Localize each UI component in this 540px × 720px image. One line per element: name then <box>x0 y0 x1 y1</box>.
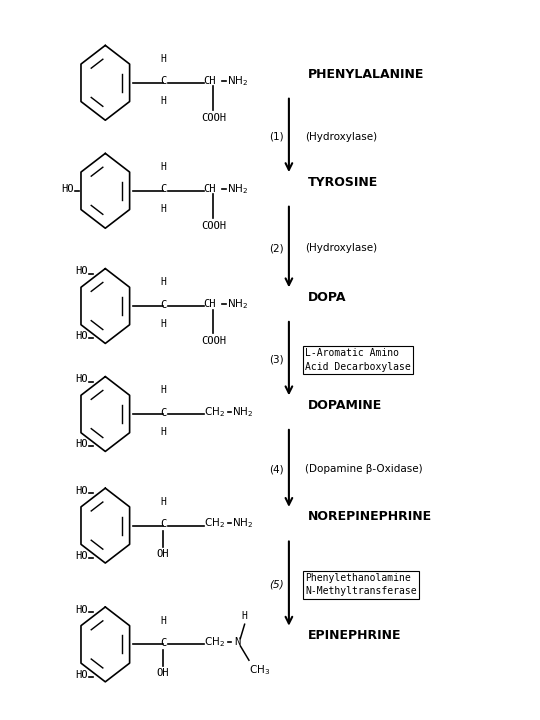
Text: HO: HO <box>75 266 87 276</box>
Text: (Hydroxylase): (Hydroxylase) <box>305 132 377 142</box>
Text: C: C <box>160 184 166 194</box>
Text: CH: CH <box>204 184 216 194</box>
Text: H: H <box>160 277 166 287</box>
Text: H: H <box>160 54 166 64</box>
Text: NH$_2$: NH$_2$ <box>232 516 253 531</box>
Text: H: H <box>160 427 166 437</box>
Text: DOPAMINE: DOPAMINE <box>308 399 382 412</box>
Text: (1): (1) <box>269 132 284 142</box>
Text: HO: HO <box>61 184 73 194</box>
Text: NH$_2$: NH$_2$ <box>227 297 248 311</box>
Text: H: H <box>160 385 166 395</box>
Text: HO: HO <box>75 486 87 496</box>
Text: OH: OH <box>157 668 170 678</box>
Text: HO: HO <box>75 331 87 341</box>
Text: HO: HO <box>75 605 87 615</box>
Text: NH$_2$: NH$_2$ <box>232 405 253 419</box>
Text: HO: HO <box>75 670 87 680</box>
Text: (Hydroxylase): (Hydroxylase) <box>305 243 377 253</box>
Text: (Dopamine β-Oxidase): (Dopamine β-Oxidase) <box>305 464 423 474</box>
Text: COOH: COOH <box>201 221 226 231</box>
Text: H: H <box>160 497 166 507</box>
Text: H: H <box>160 319 166 329</box>
Text: H: H <box>160 96 166 106</box>
Text: (5): (5) <box>269 580 284 590</box>
Text: OH: OH <box>157 549 170 559</box>
Text: TYROSINE: TYROSINE <box>308 176 378 189</box>
Text: C: C <box>160 76 166 86</box>
Text: C: C <box>160 300 166 310</box>
Text: COOH: COOH <box>201 113 226 123</box>
Text: H: H <box>160 616 166 626</box>
Text: C: C <box>160 638 166 648</box>
Text: L-Aromatic Amino
Acid Decarboxylase: L-Aromatic Amino Acid Decarboxylase <box>305 348 411 372</box>
Text: CH$_2$: CH$_2$ <box>204 516 225 531</box>
Text: H: H <box>242 611 247 621</box>
Text: C: C <box>160 408 166 418</box>
Text: HO: HO <box>75 551 87 561</box>
Text: HO: HO <box>75 374 87 384</box>
Text: EPINEPHRINE: EPINEPHRINE <box>308 629 401 642</box>
Text: H: H <box>160 204 166 214</box>
Text: H: H <box>160 162 166 172</box>
Text: CH: CH <box>204 299 216 309</box>
Text: CH$_3$: CH$_3$ <box>249 663 270 677</box>
Text: (4): (4) <box>269 464 284 474</box>
Text: NOREPINEPHRINE: NOREPINEPHRINE <box>308 510 432 523</box>
Text: N: N <box>234 637 240 647</box>
Text: CH: CH <box>204 76 216 86</box>
Text: DOPA: DOPA <box>308 291 346 304</box>
Text: Phenylethanolamine
N-Methyltransferase: Phenylethanolamine N-Methyltransferase <box>305 573 417 596</box>
Text: C: C <box>160 519 166 529</box>
Text: NH$_2$: NH$_2$ <box>227 73 248 88</box>
Text: (2): (2) <box>269 243 284 253</box>
Text: PHENYLALANINE: PHENYLALANINE <box>308 68 424 81</box>
Text: COOH: COOH <box>201 336 226 346</box>
Text: CH$_2$: CH$_2$ <box>204 635 225 649</box>
Text: (3): (3) <box>269 355 284 365</box>
Text: CH$_2$: CH$_2$ <box>204 405 225 419</box>
Text: HO: HO <box>75 439 87 449</box>
Text: NH$_2$: NH$_2$ <box>227 181 248 196</box>
